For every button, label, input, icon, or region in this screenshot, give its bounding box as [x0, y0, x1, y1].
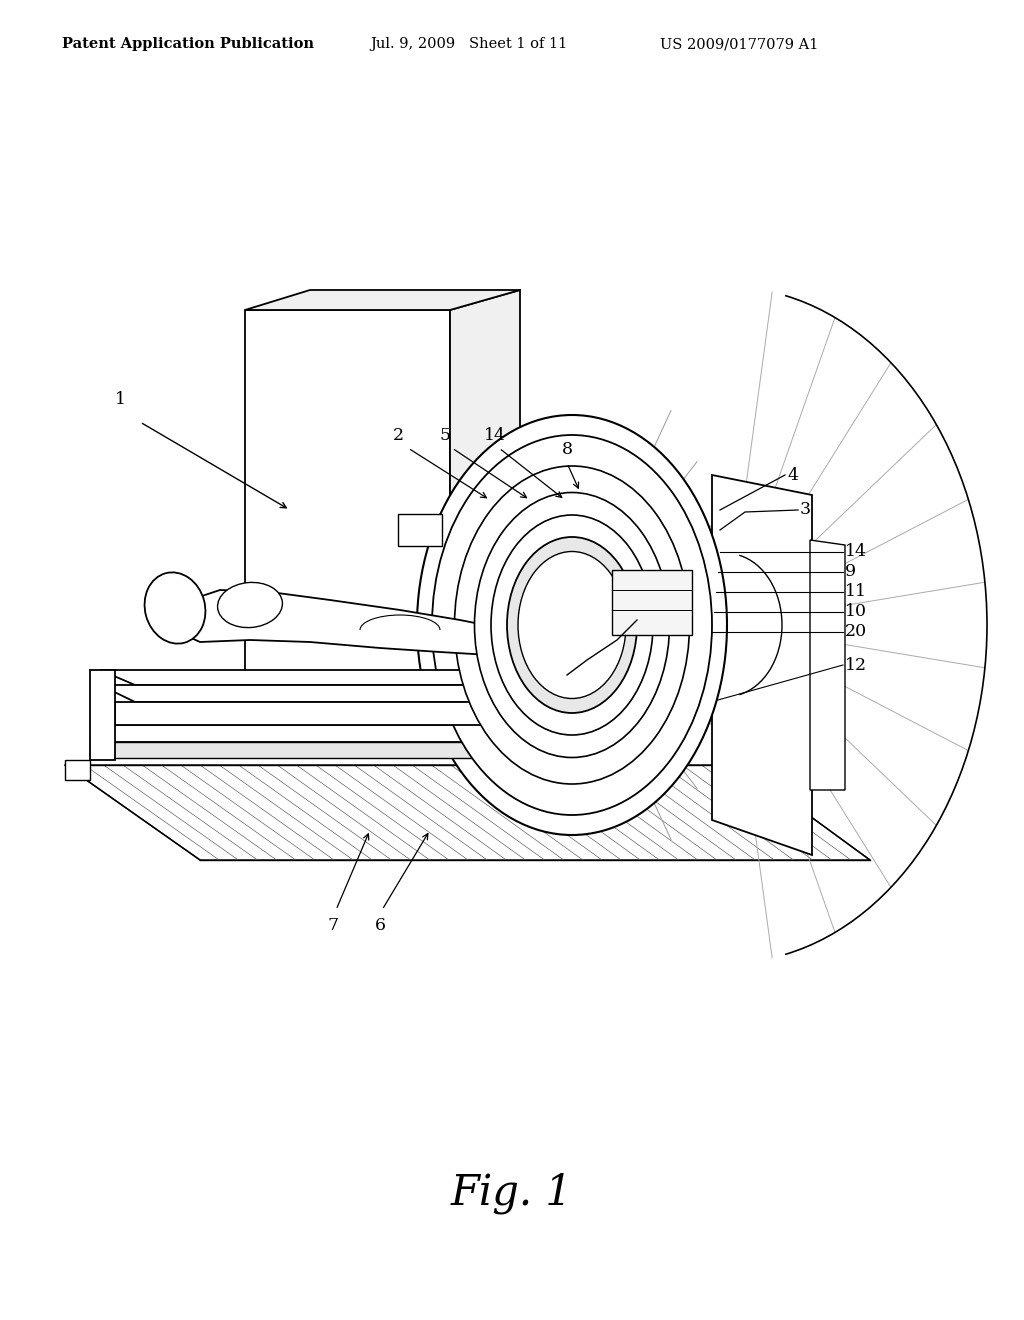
Text: 3: 3	[800, 502, 811, 519]
Polygon shape	[612, 570, 692, 635]
Polygon shape	[90, 671, 115, 760]
Text: 20: 20	[845, 623, 867, 640]
Text: 6: 6	[375, 916, 385, 933]
Polygon shape	[65, 766, 870, 861]
Text: 10: 10	[845, 603, 867, 620]
Ellipse shape	[144, 573, 206, 644]
Ellipse shape	[474, 492, 670, 758]
Text: 14: 14	[484, 426, 506, 444]
Polygon shape	[712, 475, 812, 855]
Text: 4: 4	[788, 466, 799, 483]
Text: 12: 12	[845, 656, 867, 673]
Polygon shape	[90, 742, 665, 758]
Polygon shape	[810, 540, 845, 789]
Polygon shape	[100, 671, 615, 685]
Ellipse shape	[417, 414, 727, 836]
FancyBboxPatch shape	[398, 513, 442, 546]
Text: Patent Application Publication: Patent Application Publication	[62, 37, 314, 51]
Polygon shape	[172, 590, 530, 655]
Text: Jul. 9, 2009   Sheet 1 of 11: Jul. 9, 2009 Sheet 1 of 11	[370, 37, 567, 51]
Text: 11: 11	[845, 583, 867, 601]
Text: 9: 9	[845, 564, 856, 581]
Polygon shape	[245, 310, 450, 750]
Polygon shape	[65, 760, 90, 780]
Polygon shape	[115, 702, 640, 725]
Polygon shape	[90, 725, 665, 742]
Ellipse shape	[507, 537, 637, 713]
Polygon shape	[450, 290, 520, 750]
Ellipse shape	[490, 515, 653, 735]
Text: 7: 7	[328, 916, 339, 933]
Text: 1: 1	[115, 392, 126, 408]
Polygon shape	[100, 685, 650, 702]
Ellipse shape	[432, 436, 712, 814]
Text: US 2009/0177079 A1: US 2009/0177079 A1	[660, 37, 818, 51]
Ellipse shape	[455, 466, 689, 784]
Text: Fig. 1: Fig. 1	[451, 1172, 573, 1214]
Text: 14: 14	[845, 544, 867, 561]
Text: 5: 5	[439, 426, 451, 444]
Ellipse shape	[217, 582, 283, 627]
Text: 2: 2	[392, 426, 403, 444]
Polygon shape	[245, 290, 520, 310]
Ellipse shape	[518, 552, 626, 698]
Text: 8: 8	[561, 441, 572, 458]
